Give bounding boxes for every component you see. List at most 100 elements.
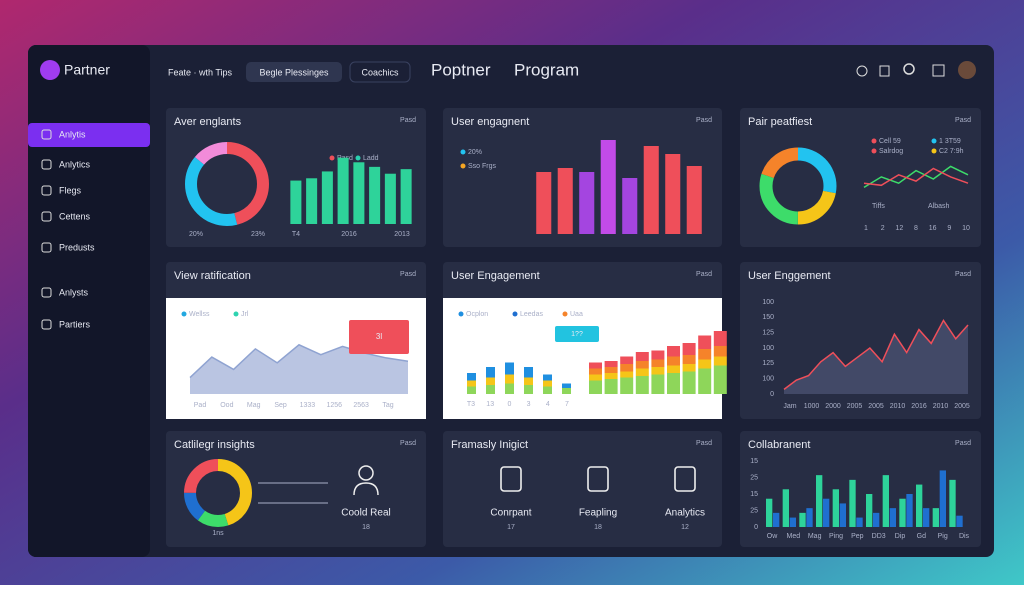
callout-label: 1?? — [571, 331, 583, 338]
panel: Pair peatfiest Pasd Cell 59 1 3T59 Salrdog C2… — [740, 108, 981, 247]
stack-segment — [620, 356, 634, 364]
legend-dot — [871, 148, 877, 154]
bar — [400, 169, 412, 224]
bar — [916, 484, 923, 527]
line — [863, 167, 969, 187]
x-label: Pad — [194, 402, 207, 409]
area-line — [189, 343, 409, 379]
item-icon — [587, 466, 609, 492]
legend-label: Wellss — [189, 311, 210, 318]
item-label: Analytics — [665, 508, 705, 519]
nav-item[interactable]: Anlytis — [59, 129, 86, 139]
bar — [290, 180, 302, 224]
legend-label: Ladd — [363, 155, 379, 162]
stack-segment — [635, 376, 649, 394]
stack-segment — [667, 356, 680, 366]
bar — [384, 173, 396, 224]
x-label: Tag — [382, 402, 393, 409]
stack-segment — [698, 349, 712, 360]
x-label: 0 — [507, 401, 511, 408]
stack-segment — [467, 386, 476, 394]
x-label: T4 — [292, 231, 300, 238]
stack-segment — [620, 371, 634, 378]
line — [783, 318, 969, 391]
panel: User Enggement Pasd1001501251001251000Jam… — [740, 262, 981, 419]
stack-segment — [667, 373, 680, 394]
bar — [600, 140, 616, 234]
nav-active — [28, 123, 150, 147]
bar — [899, 498, 906, 527]
bar — [766, 498, 773, 527]
stack-segment — [635, 352, 649, 361]
legend-label: 20% — [468, 149, 482, 156]
bar — [557, 168, 573, 234]
donut-segment — [759, 147, 837, 225]
bar — [939, 470, 946, 527]
panel: User engagnent Pasd 20% Sso Frgs — [443, 108, 722, 247]
y-label: 125 — [762, 360, 774, 367]
stack-segment — [620, 377, 634, 394]
nav-icon — [41, 159, 52, 170]
icon[interactable] — [856, 65, 868, 77]
bar — [856, 517, 863, 527]
stack-segment — [713, 356, 727, 366]
y-label: 0 — [770, 391, 774, 398]
tab[interactable] — [349, 61, 411, 83]
x-label: Med — [787, 533, 801, 540]
nav-item[interactable]: Anlytics — [59, 159, 91, 169]
stack-segment — [635, 361, 649, 369]
stack-segment — [651, 374, 665, 394]
stack-segment — [543, 386, 552, 394]
x-label: 2005 — [954, 403, 970, 410]
panel-tag: Pasd — [955, 440, 971, 447]
donut-segment — [184, 459, 252, 527]
panel-title: Catlilegr insights — [174, 439, 255, 451]
panel-title: Aver englants — [174, 116, 242, 128]
bar — [306, 178, 318, 224]
legend-dot — [181, 311, 187, 317]
bar — [889, 508, 896, 527]
x-label: 2 — [881, 225, 885, 232]
panel-tag: Pasd — [400, 117, 416, 124]
stack-segment — [467, 380, 476, 387]
avatar[interactable] — [958, 61, 976, 79]
stack-segment — [524, 367, 533, 378]
card-value: 18 — [362, 524, 370, 531]
legend-dot — [460, 149, 466, 155]
nav-item[interactable]: Cettens — [59, 211, 91, 221]
bar — [873, 512, 880, 527]
stack-segment — [505, 374, 514, 384]
x-label: 16 — [929, 225, 937, 232]
icon[interactable] — [932, 64, 945, 77]
legend-dot — [458, 311, 464, 317]
stack-segment — [682, 364, 696, 372]
search-icon[interactable] — [903, 63, 915, 75]
nav-item[interactable]: Anlysts — [59, 287, 89, 297]
stack-segment — [604, 373, 618, 379]
item-icon — [674, 466, 696, 492]
x-label: Sep — [274, 402, 287, 409]
donut-segment — [184, 459, 252, 527]
bar — [782, 489, 789, 527]
x-label: Dip — [895, 533, 906, 540]
sidebar — [28, 45, 150, 557]
stack-segment — [589, 362, 602, 369]
stack-segment — [604, 361, 618, 367]
panel-tag: Pasd — [400, 271, 416, 278]
tab[interactable] — [246, 62, 342, 82]
nav-item[interactable]: Partiers — [59, 319, 91, 329]
panel-title: User Engagement — [451, 270, 540, 282]
bar — [882, 475, 889, 527]
stack-segment — [589, 368, 602, 375]
x-label: 9 — [947, 225, 951, 232]
panel-tag: Pasd — [955, 117, 971, 124]
icon[interactable] — [879, 65, 890, 77]
stack-segment — [486, 377, 495, 385]
y-label: 15 — [750, 491, 758, 498]
nav-icon — [41, 287, 52, 298]
nav-item[interactable]: Predusts — [59, 242, 95, 252]
x-label: 12 — [895, 225, 903, 232]
subtitle: Feate · wth Tips — [168, 67, 233, 77]
nav-item[interactable]: Flegs — [59, 185, 82, 195]
bar — [823, 498, 830, 527]
